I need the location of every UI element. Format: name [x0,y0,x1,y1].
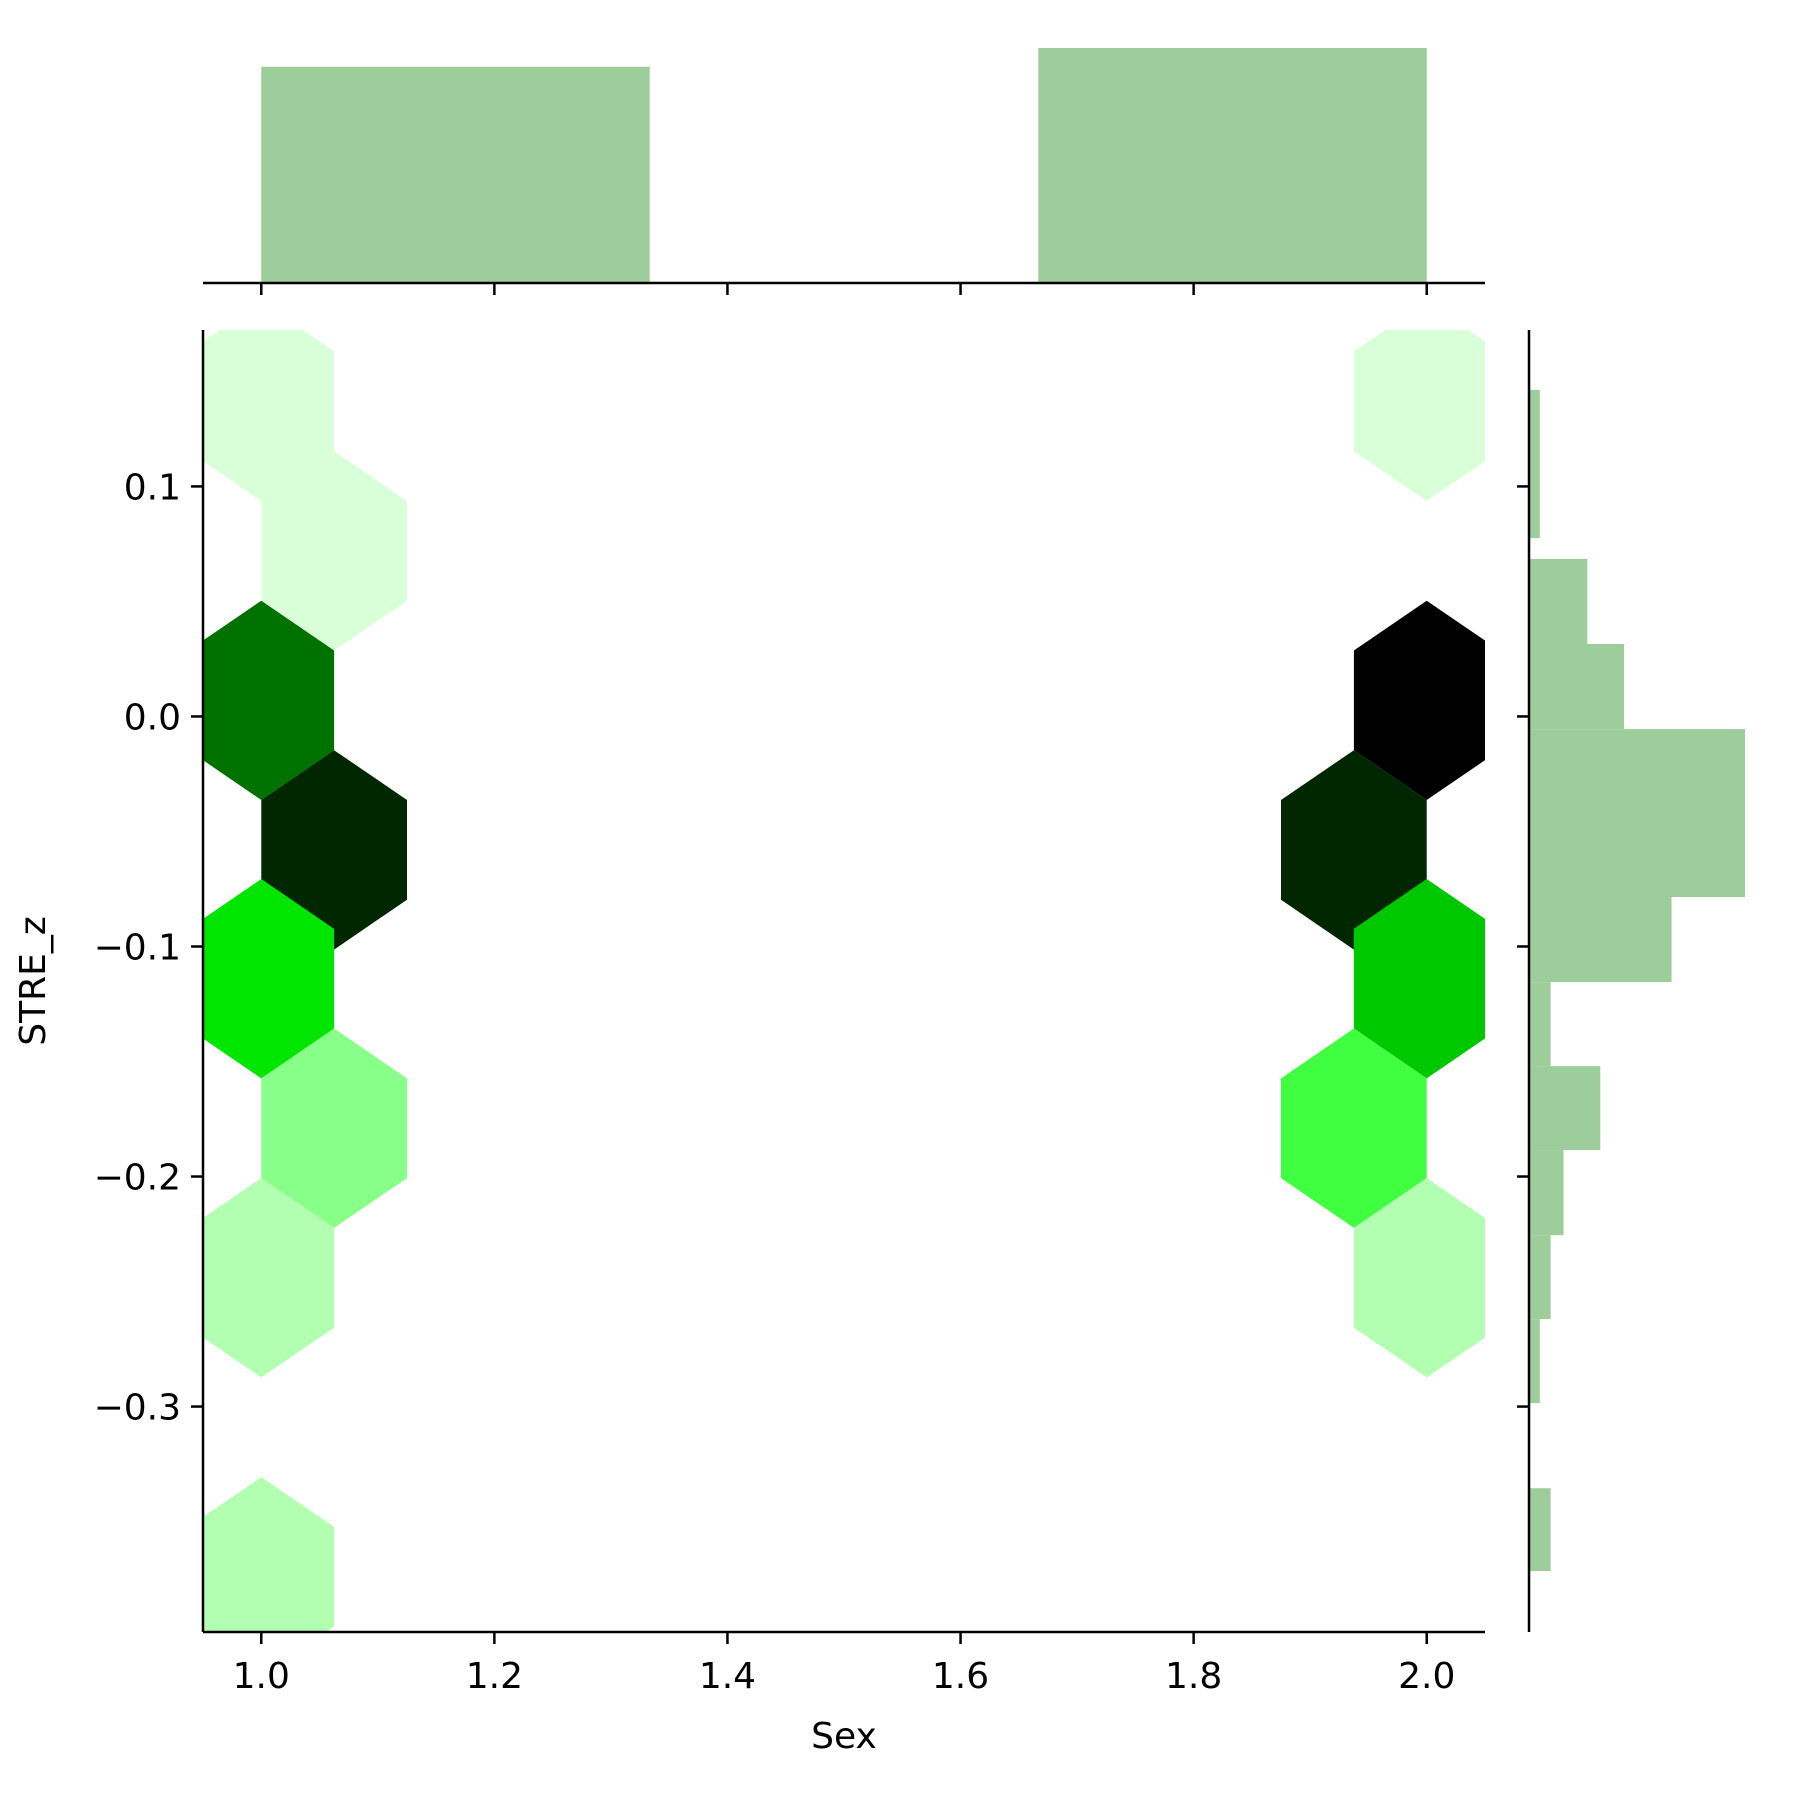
x-axis-label: Sex [811,1716,877,1757]
y-tick-label-1: −0.2 [94,1158,181,1199]
y-tick-label-2: −0.1 [94,927,181,968]
marginal-y-bar-9 [1529,1319,1540,1404]
hexbin-cell-7 [203,1477,335,1632]
hexbin-cell-1 [261,451,407,651]
hexbin-cell-5 [261,1028,407,1228]
y-tick-label-3: 0.0 [124,697,181,738]
hexbin-cell-0 [203,330,335,501]
hexbin-cell-4 [203,879,335,1079]
y-axis-label: STRE_z [13,916,54,1046]
marginal-y-bar-5 [1529,982,1551,1067]
hexbin-cell-10 [1281,750,1427,950]
hexbin-cell-13 [1353,1178,1485,1378]
x-tick-label-4: 1.8 [1165,1656,1222,1697]
marginal-y-bar-2 [1529,643,1625,730]
y-tick-label-4: 0.1 [124,467,181,508]
marginal-x-histogram [261,48,1427,283]
marginal-y-bar-10 [1529,1488,1551,1572]
hexbin-cell-12 [1281,1028,1427,1228]
y-tick-label-0: −0.3 [94,1388,181,1429]
hexbin-cell-9 [1353,600,1485,800]
marginal-y-bar-4 [1529,897,1672,983]
x-tick-label-2: 1.4 [699,1656,756,1697]
hexbin-cell-6 [203,1178,335,1378]
marginal-x-bar-0 [261,66,650,283]
marginal-y-histogram [1529,389,1745,1572]
marginal-y-bar-7 [1529,1150,1564,1236]
axes: 1.0 1.2 1.4 1.6 1.8 2.0 −0.3 −0.2 −0.1 0.0 0.1 [94,281,1531,1697]
x-tick-label-5: 2.0 [1398,1656,1455,1697]
hexbin-cell-3 [261,750,407,950]
hexbin-layer [203,330,1485,1632]
x-tick-label-1: 1.2 [466,1656,523,1697]
marginal-y-bar-8 [1529,1235,1551,1320]
marginal-y-bar-6 [1529,1066,1601,1151]
x-tick-label-0: 1.0 [233,1656,290,1697]
x-tick-label-3: 1.6 [932,1656,989,1697]
marginal-y-bar-0 [1529,389,1540,539]
marginal-y-bar-3 [1529,729,1745,898]
hexbin-cell-2 [203,600,335,800]
hexbin-cell-11 [1353,879,1485,1079]
hexbin-cell-8 [1353,330,1485,501]
marginal-y-bar-1 [1529,558,1588,644]
marginal-x-bar-1 [1038,48,1427,283]
